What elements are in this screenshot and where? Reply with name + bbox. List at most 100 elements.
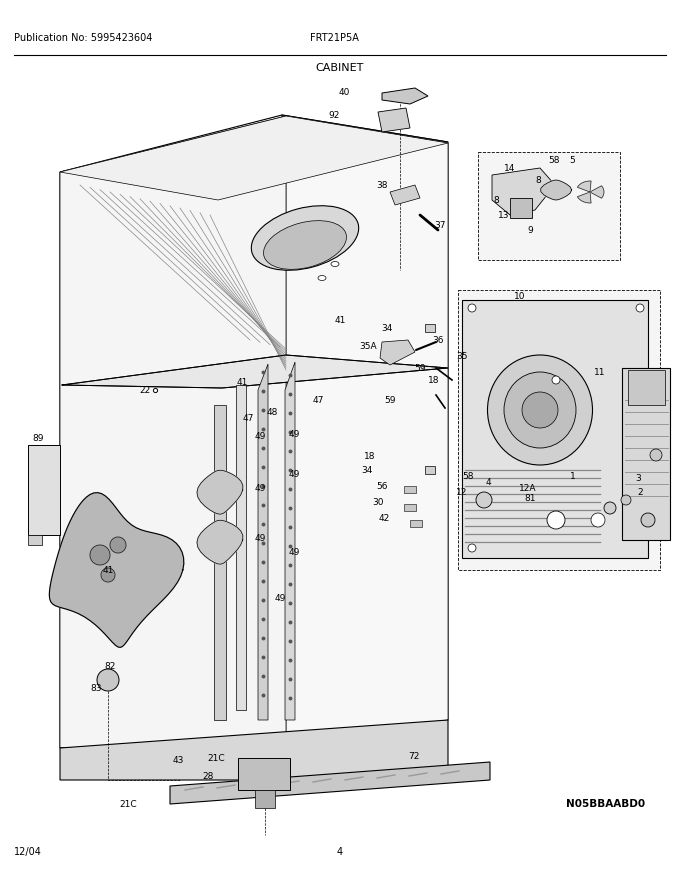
Text: 4: 4 [486,478,491,487]
Text: 49: 49 [254,431,266,441]
Circle shape [621,495,631,505]
Polygon shape [28,445,60,535]
Polygon shape [197,470,243,514]
Text: 56: 56 [376,481,388,490]
Circle shape [547,511,565,529]
Text: 47: 47 [312,395,324,405]
Text: 58: 58 [548,156,560,165]
Bar [510,198,532,218]
Polygon shape [622,368,670,540]
Text: 41: 41 [335,316,345,325]
Text: 10: 10 [514,291,526,300]
Bar [410,520,422,527]
Polygon shape [62,355,448,388]
Circle shape [522,392,558,428]
Ellipse shape [252,206,358,270]
Polygon shape [255,790,275,808]
Text: 38: 38 [376,180,388,189]
Circle shape [97,669,119,691]
Text: 89: 89 [32,434,44,443]
Polygon shape [214,405,226,720]
Polygon shape [170,762,490,804]
Text: 59: 59 [384,395,396,405]
Text: 82: 82 [104,662,116,671]
Text: 81: 81 [524,494,536,502]
Polygon shape [590,186,604,198]
Text: 72: 72 [408,752,420,760]
Circle shape [591,513,605,527]
Polygon shape [50,493,184,648]
Ellipse shape [488,355,592,465]
Polygon shape [628,370,665,405]
Polygon shape [390,185,420,205]
Polygon shape [258,364,268,720]
Polygon shape [285,362,295,720]
Polygon shape [541,180,572,200]
Text: 21C: 21C [207,753,225,762]
Polygon shape [378,108,410,132]
Text: 5: 5 [569,156,575,165]
Text: 47: 47 [242,414,254,422]
Circle shape [641,513,655,527]
Text: 49: 49 [288,470,300,479]
Text: 21C: 21C [119,800,137,809]
Polygon shape [577,192,591,203]
Text: 83: 83 [90,684,102,693]
Circle shape [636,304,644,312]
Polygon shape [462,300,648,558]
Polygon shape [60,720,448,780]
Text: 1: 1 [570,472,576,480]
Text: 48: 48 [267,407,277,416]
Text: 42: 42 [378,514,390,523]
Text: 49: 49 [288,547,300,556]
Text: 12: 12 [456,488,468,496]
Text: 22: 22 [139,385,151,394]
Text: 14: 14 [505,164,515,172]
Text: 28: 28 [203,772,214,781]
Text: 13: 13 [498,210,510,219]
Polygon shape [458,290,660,570]
Polygon shape [286,116,448,748]
Text: 34: 34 [361,466,373,474]
Text: 59: 59 [414,363,426,372]
Ellipse shape [264,221,347,269]
Ellipse shape [331,261,339,267]
Ellipse shape [504,372,576,448]
Text: 30: 30 [372,497,384,507]
Text: 2: 2 [637,488,643,496]
Circle shape [101,568,115,582]
Polygon shape [282,115,448,748]
Text: 37: 37 [435,221,446,230]
Text: 49: 49 [288,429,300,438]
Text: 8: 8 [493,195,499,204]
Text: 12/04: 12/04 [14,847,42,857]
Polygon shape [577,181,591,192]
Polygon shape [60,115,448,200]
Text: 11: 11 [594,368,606,377]
Polygon shape [28,535,42,545]
Polygon shape [380,340,415,365]
Text: 35A: 35A [359,341,377,350]
Bar [404,504,416,511]
Bar [425,466,435,474]
Text: 49: 49 [274,593,286,603]
Polygon shape [382,88,428,104]
Text: 49: 49 [254,533,266,542]
Polygon shape [60,720,448,748]
Bar [425,324,435,332]
Text: 58: 58 [462,472,474,480]
Text: FRT21P5A: FRT21P5A [310,33,359,43]
Polygon shape [492,168,555,215]
Text: 41: 41 [102,566,114,575]
Text: 34: 34 [381,324,392,333]
Text: N05BBAABD0: N05BBAABD0 [566,799,645,809]
Polygon shape [60,172,220,748]
Text: Publication No: 5995423604: Publication No: 5995423604 [14,33,152,43]
Polygon shape [60,116,448,200]
Circle shape [110,537,126,553]
Text: 41: 41 [237,378,248,386]
Circle shape [468,544,476,552]
Polygon shape [478,152,620,260]
Text: 18: 18 [428,376,440,385]
Polygon shape [238,758,290,790]
